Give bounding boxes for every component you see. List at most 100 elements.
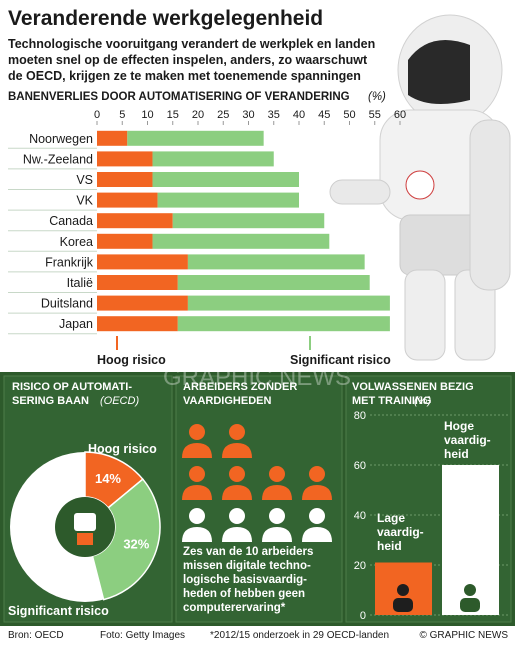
worker-head <box>189 508 205 524</box>
worker-head <box>269 466 285 482</box>
worker-head <box>464 584 476 596</box>
category-label: Hoge vaardig-heid <box>444 419 491 461</box>
bar-segment <box>177 316 390 332</box>
x-tick-label: 30 <box>242 109 254 121</box>
y-tick-label: 40 <box>354 510 366 522</box>
panel-title: VOLWASSENEN BEZIG MET TRAINING <box>352 381 474 407</box>
robot-icon <box>74 513 96 531</box>
x-tick-label: 25 <box>217 109 229 121</box>
title: Veranderende werkgelegenheid <box>8 7 323 30</box>
worker-head <box>229 424 245 440</box>
subtitle: Technologische vooruitgang verandert de … <box>8 37 375 83</box>
bar-segment <box>97 130 128 146</box>
category-label: Duitsland <box>41 297 93 311</box>
data-label: 14% <box>95 471 121 486</box>
bar-segment <box>177 275 370 290</box>
worker-body <box>393 598 413 612</box>
bar-segment <box>187 254 365 270</box>
bar-segment <box>127 130 264 146</box>
x-tick-label: 20 <box>192 109 204 121</box>
worker-icon <box>222 466 252 500</box>
category-label: Significant risico <box>8 604 109 618</box>
y-tick-label: 60 <box>354 460 366 472</box>
x-tick-label: 5 <box>119 109 125 121</box>
pictogram-text: Zes van de 10 arbeiders missen digitale t… <box>183 546 313 614</box>
worker-body <box>222 443 252 458</box>
category-label: VS <box>76 173 93 187</box>
worker-head <box>397 584 409 596</box>
footer-credit: © GRAPHIC NEWS <box>420 630 509 641</box>
worker-head <box>229 508 245 524</box>
worker-body <box>262 527 292 542</box>
legend-label: Hoog risico <box>97 353 166 367</box>
worker-icon <box>182 424 212 458</box>
worker-icon <box>262 508 292 542</box>
panel-title: RISICO OP AUTOMATI-SERING BAAN <box>12 381 132 407</box>
bar-segment <box>157 192 299 208</box>
x-tick-label: 35 <box>268 109 280 121</box>
category-label: Japan <box>59 317 93 331</box>
worker-head <box>309 466 325 482</box>
panel-title-note: (OECD) <box>100 395 139 407</box>
bar-segment <box>97 295 188 311</box>
x-tick-label: 45 <box>318 109 330 121</box>
bar-segment <box>97 254 188 270</box>
y-tick-label: 20 <box>354 560 366 572</box>
robot-icon <box>77 533 93 545</box>
worker-head <box>229 466 245 482</box>
x-tick-label: 60 <box>394 109 406 121</box>
category-label: Lage vaardig-heid <box>377 511 424 553</box>
bar-segment <box>97 172 153 187</box>
bar-segment <box>97 233 153 249</box>
category-label: Canada <box>49 214 93 228</box>
robot-photo <box>329 14 511 361</box>
worker-body <box>262 485 292 500</box>
worker-head <box>309 508 325 524</box>
category-label: Frankrijk <box>45 255 94 269</box>
legend-label: Significant risico <box>290 353 391 367</box>
bar-segment <box>97 192 158 208</box>
bar-segment <box>97 275 178 290</box>
worker-icon <box>182 508 212 542</box>
bar-segment <box>187 295 390 311</box>
bar-segment <box>152 233 330 249</box>
x-tick-label: 55 <box>369 109 381 121</box>
bar-segment <box>152 151 274 167</box>
bar-segment <box>97 213 173 229</box>
axis-label: BANENVERLIES DOOR AUTOMATISERING OF VERA… <box>8 91 350 103</box>
category-label: Italië <box>67 276 93 290</box>
category-label: Nw.-Zeeland <box>23 152 93 166</box>
category-label: Korea <box>60 235 93 249</box>
worker-head <box>269 508 285 524</box>
bar-segment <box>97 151 153 167</box>
worker-body <box>222 527 252 542</box>
y-tick-label: 80 <box>354 410 366 422</box>
bar-segment <box>97 316 178 332</box>
category-label: VK <box>76 194 93 208</box>
axis-unit: (%) <box>368 91 386 103</box>
x-tick-label: 10 <box>141 109 153 121</box>
panel-title-note: (%) <box>414 395 431 407</box>
y-tick-label: 0 <box>360 610 366 622</box>
x-tick-label: 15 <box>167 109 179 121</box>
worker-icon <box>302 508 332 542</box>
footer-note: *2012/15 onderzoek in 29 OECD-landen <box>210 630 389 641</box>
category-label: Noorwegen <box>29 132 93 146</box>
x-tick-label: 0 <box>94 109 100 121</box>
worker-icon <box>222 424 252 458</box>
category-label: Hoog risico <box>88 442 157 456</box>
panel-title: ARBEIDERS ZONDER VAARDIGHEDEN <box>183 381 297 407</box>
x-tick-label: 50 <box>343 109 355 121</box>
worker-head <box>189 466 205 482</box>
worker-body <box>460 598 480 612</box>
worker-body <box>302 485 332 500</box>
worker-icon <box>222 508 252 542</box>
watermark: GRAPHIC NEWS <box>163 364 351 391</box>
worker-body <box>182 527 212 542</box>
x-tick-label: 40 <box>293 109 305 121</box>
bar-segment <box>152 172 299 187</box>
worker-head <box>189 424 205 440</box>
worker-body <box>182 485 212 500</box>
worker-body <box>182 443 212 458</box>
